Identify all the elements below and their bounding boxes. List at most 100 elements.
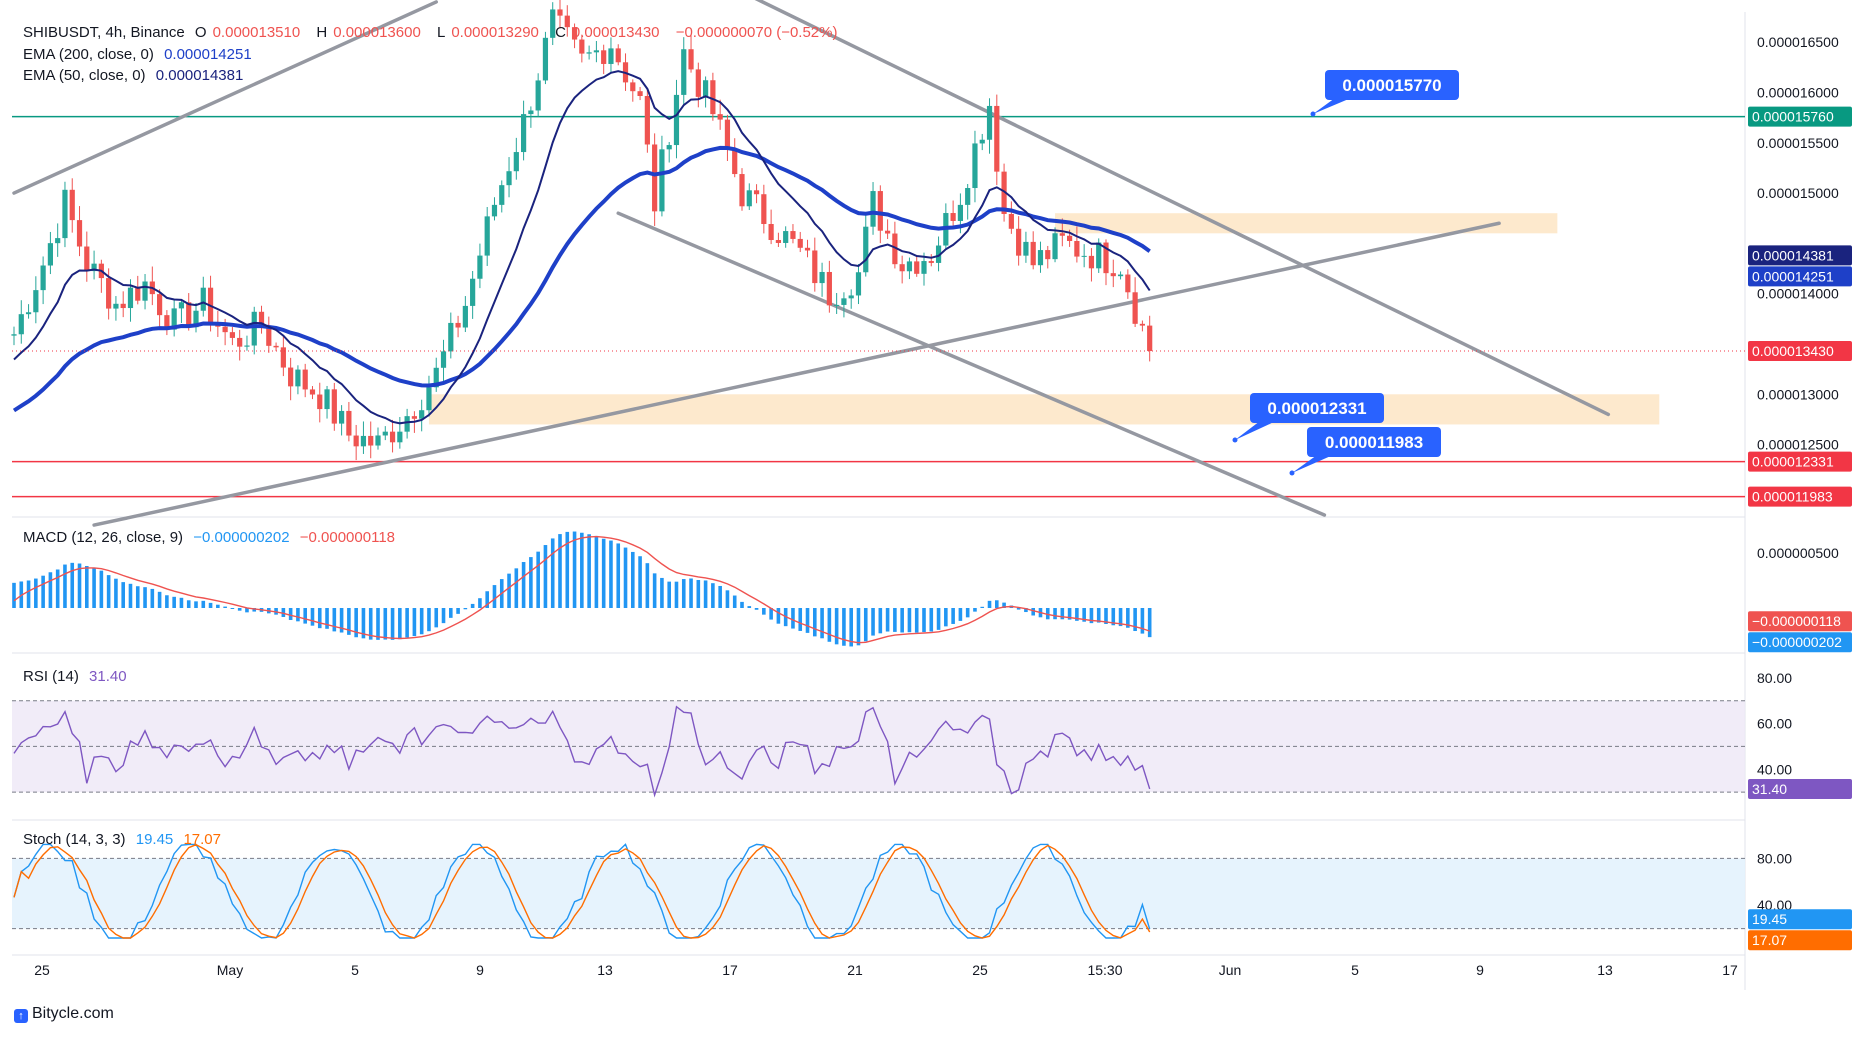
candle-body <box>346 410 352 436</box>
price-badge-3-text: 0.000013430 <box>1752 343 1834 359</box>
macd-bar <box>871 608 875 636</box>
candle-body <box>666 145 672 150</box>
time-tick-1: May <box>217 962 243 978</box>
macd-bar <box>85 565 89 608</box>
candle <box>404 408 410 439</box>
candle-body <box>389 431 396 443</box>
candle-body <box>1074 240 1080 257</box>
macd-bar <box>1045 608 1050 620</box>
candle <box>477 243 483 289</box>
time-axis: 25 May 5 9 13 17 21 25 15:30 Jun 5 9 13 17 <box>34 962 1738 978</box>
candle <box>732 138 738 178</box>
macd-bar <box>973 608 977 612</box>
rsi-badge-bg <box>1748 778 1852 799</box>
candle <box>1045 245 1051 269</box>
candle <box>644 89 650 153</box>
candle-body <box>375 435 381 446</box>
macd-bar <box>398 608 402 640</box>
macd-bar <box>412 608 417 637</box>
candle <box>855 264 862 305</box>
candle <box>288 357 294 401</box>
candle-body <box>426 387 432 411</box>
candle <box>62 181 68 248</box>
candle <box>921 252 927 286</box>
candle-body <box>892 233 898 265</box>
candle-body <box>433 367 439 388</box>
macd-bar <box>26 580 31 608</box>
candle <box>1110 259 1116 288</box>
macd-bar <box>449 608 453 618</box>
candle-body <box>120 303 126 309</box>
rsi-tick-1: 60.00 <box>1757 716 1792 732</box>
candle <box>834 292 840 314</box>
candle-body <box>637 91 643 96</box>
candle <box>542 31 549 85</box>
candle-body <box>11 334 17 336</box>
candle-body <box>1139 323 1145 326</box>
candle <box>317 382 323 423</box>
candle-body <box>768 224 774 241</box>
price-tick-4: 0.000014000 <box>1757 286 1839 302</box>
macd-bar <box>863 608 868 642</box>
macd-bar <box>849 608 853 647</box>
candle-body <box>411 416 417 419</box>
time-tick-0: 25 <box>34 962 50 978</box>
stoch-k-badge: 19.45 <box>1748 909 1852 930</box>
candle-body <box>477 255 483 279</box>
candle-body <box>535 80 541 111</box>
time-tick-6: 21 <box>847 962 863 978</box>
candle <box>302 363 308 398</box>
ema-lines <box>12 70 1151 425</box>
candle-body <box>717 114 723 120</box>
candle-body <box>382 431 388 436</box>
candle <box>1016 216 1022 266</box>
trendlines <box>12 0 1611 527</box>
candle <box>484 206 490 266</box>
rsi-line <box>13 705 1151 798</box>
candle-body <box>47 243 53 266</box>
trendline-1 <box>92 221 1501 527</box>
candle <box>550 2 556 46</box>
candle-body <box>775 240 781 243</box>
macd-bar <box>77 563 82 608</box>
candle-body <box>848 295 854 299</box>
candle-body <box>673 94 680 146</box>
candle-body <box>586 52 592 54</box>
candle-body <box>724 119 731 150</box>
callout-text: 0.000012331 <box>1267 399 1366 418</box>
candle-body <box>448 322 454 352</box>
macd-bar <box>987 600 992 608</box>
candle-body <box>113 303 119 309</box>
candle-body <box>84 246 90 272</box>
macd-bar <box>995 600 999 608</box>
macd-bar <box>580 532 584 608</box>
candle-body <box>914 261 920 274</box>
macd-bar <box>1096 608 1101 623</box>
candle <box>1030 231 1036 270</box>
candle <box>135 275 141 305</box>
time-tick-11: 9 <box>1476 962 1484 978</box>
macd-bar <box>689 578 693 608</box>
time-tick-4: 13 <box>597 962 613 978</box>
candle <box>76 206 83 257</box>
macd-bar <box>376 608 380 640</box>
macd-title: MACD (12, 26, close, 9) −0.000000202 −0.… <box>23 529 401 546</box>
callout-anchor <box>1289 470 1295 476</box>
macd-bar <box>703 580 708 608</box>
legend-change: −0.000000070 (−0.52%) <box>675 24 838 41</box>
candle-body <box>579 39 585 54</box>
candle-body <box>135 287 141 301</box>
macd-bar <box>368 608 373 640</box>
candle-body <box>76 220 83 247</box>
candle-body <box>1110 273 1116 277</box>
macd-bar <box>965 608 970 618</box>
candle <box>1132 277 1138 328</box>
price-badge-2-text: 0.000014251 <box>1752 268 1834 284</box>
macd-bar <box>281 608 286 617</box>
time-tick-9: Jun <box>1219 962 1242 978</box>
callout-pointer <box>1292 455 1333 473</box>
candle-body <box>1008 213 1014 229</box>
candlesticks <box>11 0 1153 461</box>
